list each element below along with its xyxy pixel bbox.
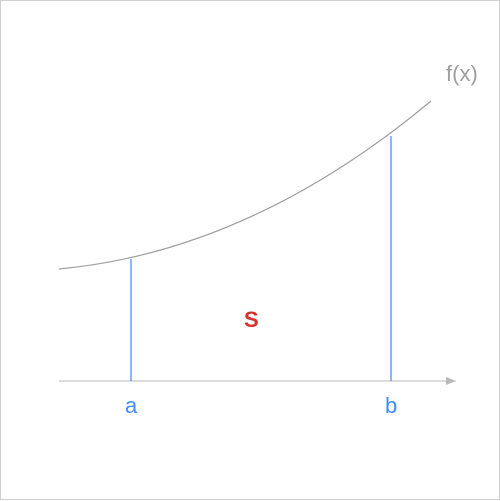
diagram-frame: f(x) a b S (0, 0, 500, 500)
x-axis-arrowhead (446, 377, 456, 385)
function-curve (59, 101, 431, 269)
area-label: S (244, 307, 259, 332)
bound-label-b: b (385, 393, 397, 418)
bound-label-a: a (125, 393, 138, 418)
integral-diagram: f(x) a b S (1, 1, 500, 501)
curve-label: f(x) (446, 61, 478, 86)
